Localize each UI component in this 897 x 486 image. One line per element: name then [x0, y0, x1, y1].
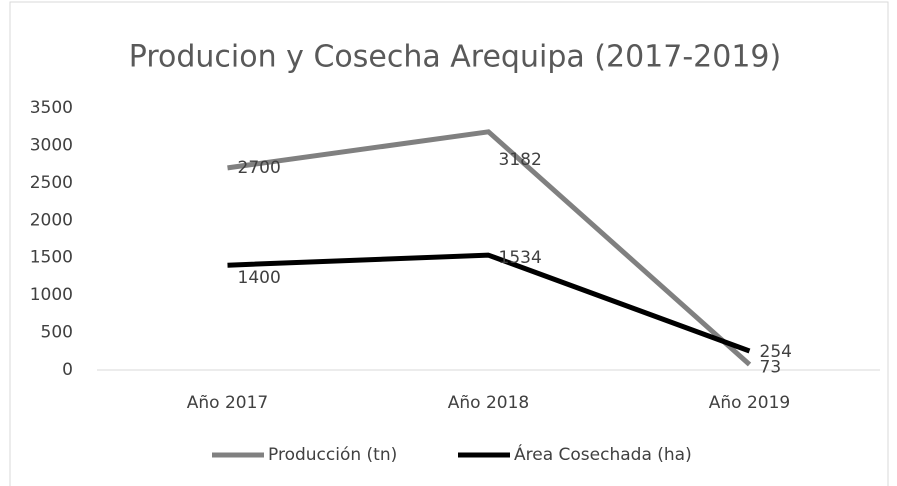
x-tick-label: Año 2019	[709, 393, 790, 413]
chart-title: Producion y Cosecha Arequipa (2017-2019)	[129, 40, 781, 75]
legend-label: Área Cosechada (ha)	[514, 443, 692, 465]
x-tick-label: Año 2018	[448, 393, 529, 413]
chart-border	[9, 1, 889, 486]
data-label: 73	[760, 358, 782, 378]
y-tick-label: 2500	[30, 173, 73, 193]
data-label: 1400	[238, 268, 281, 288]
y-tick-label: 1500	[30, 248, 73, 268]
legend-label: Producción (tn)	[268, 445, 397, 465]
data-label: 1534	[499, 248, 542, 268]
x-tick-label: Año 2017	[187, 393, 268, 413]
data-label: 254	[760, 342, 792, 362]
y-tick-label: 2000	[30, 210, 73, 230]
y-tick-label: 1000	[30, 285, 73, 305]
data-label: 3182	[499, 150, 542, 170]
data-label: 2700	[238, 158, 281, 178]
y-tick-label: 3500	[30, 98, 73, 118]
y-tick-label: 3000	[30, 135, 73, 155]
y-tick-label: 0	[62, 360, 73, 380]
series-line	[227, 129, 752, 367]
y-tick-label: 500	[41, 323, 73, 343]
series-line	[227, 252, 751, 354]
